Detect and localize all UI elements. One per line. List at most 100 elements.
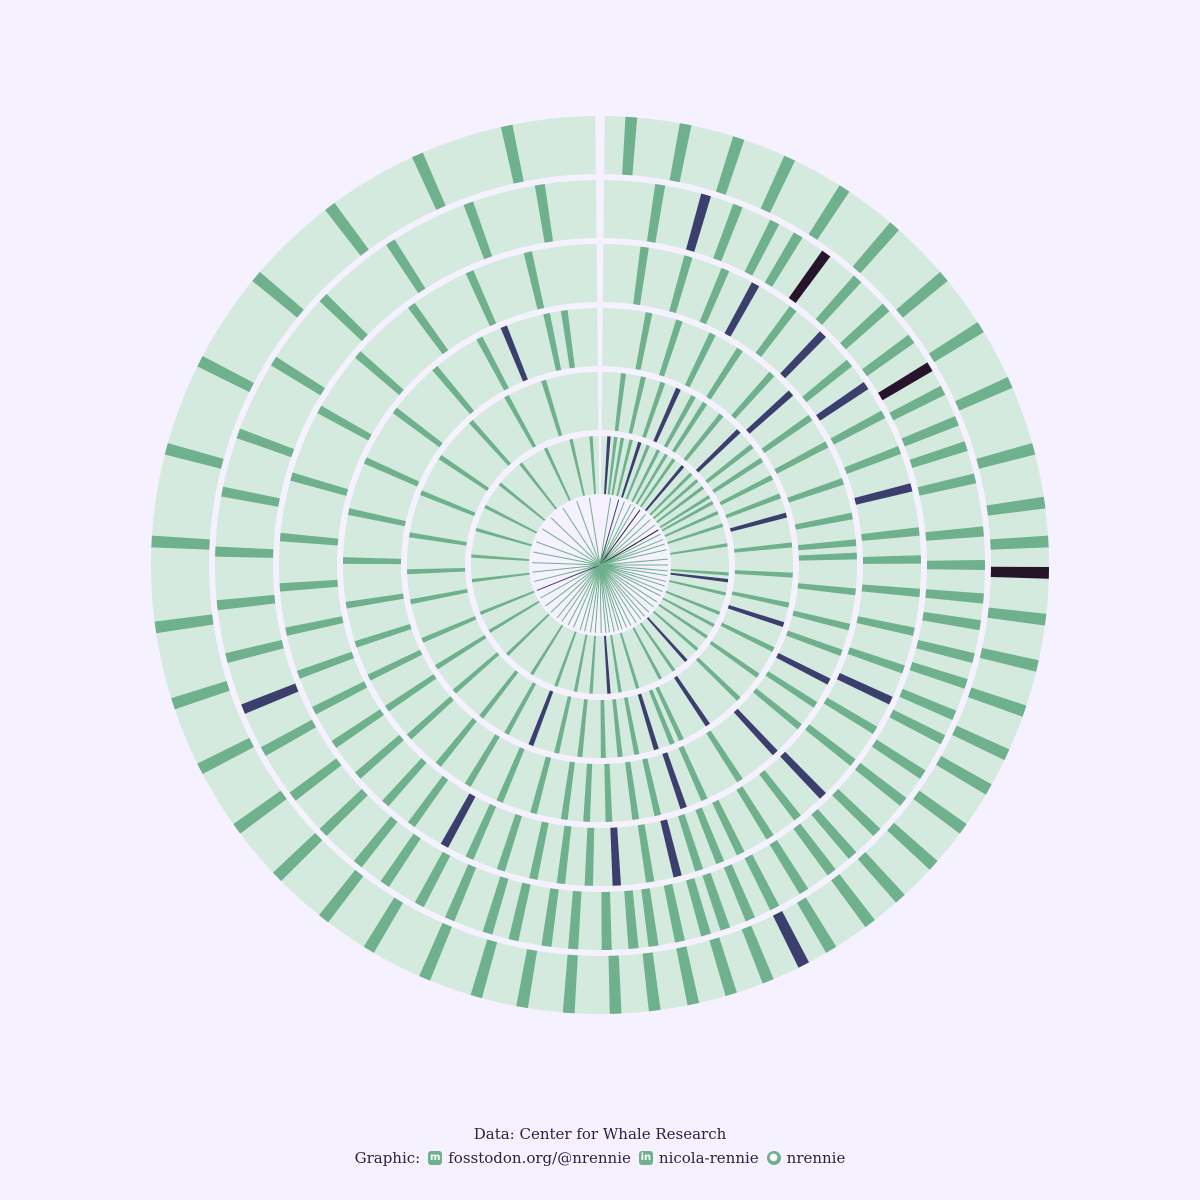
spoke (599, 506, 636, 566)
stripe (519, 462, 558, 510)
stripe (793, 823, 836, 876)
stripe (670, 569, 729, 576)
mastodon-handle[interactable]: fosstodon.org/@nrennie (448, 1149, 631, 1167)
stripe (639, 622, 676, 672)
stripe (498, 482, 546, 522)
stripe (412, 152, 446, 210)
stripe (667, 523, 724, 544)
spoke (599, 558, 668, 566)
stripe (479, 670, 519, 719)
stripe (543, 447, 571, 502)
stripe (725, 493, 782, 519)
spoke (590, 564, 601, 633)
stripe (407, 775, 449, 828)
stripe (646, 617, 688, 662)
spoke (599, 564, 663, 593)
stripe (289, 758, 342, 801)
stripe (410, 589, 468, 605)
stripe (331, 709, 384, 748)
ring-5 (214, 180, 985, 951)
stripe (677, 814, 704, 872)
spoke (599, 564, 658, 603)
stripe (798, 552, 857, 561)
stripe (752, 688, 802, 730)
stripe (788, 250, 831, 303)
spoke (576, 500, 601, 566)
stripe (674, 675, 711, 727)
stripe (482, 876, 509, 935)
stripe (672, 401, 708, 453)
stripe (607, 436, 618, 495)
stripe (805, 724, 856, 766)
stripe (504, 682, 537, 736)
stripe (731, 591, 790, 608)
stripe (164, 443, 224, 469)
stripe (385, 674, 437, 712)
stripe (562, 954, 578, 1014)
stripe (642, 758, 662, 817)
spoke (599, 564, 615, 632)
github-icon: ● (766, 1151, 781, 1165)
stripe (154, 614, 214, 634)
spoke (533, 564, 601, 582)
spoke (599, 533, 661, 566)
spoke (599, 499, 620, 566)
linkedin-handle[interactable]: nicola-rennie (658, 1149, 759, 1167)
stripe (727, 605, 785, 628)
stripe (496, 814, 523, 872)
stripe (676, 946, 700, 1006)
github-handle[interactable]: nrennie (786, 1149, 846, 1167)
stripe (470, 939, 498, 999)
stripe (759, 770, 801, 821)
stripe (699, 267, 730, 325)
ring-2 (406, 372, 793, 758)
stripe (583, 763, 593, 822)
stripe (712, 457, 764, 493)
stripe (463, 201, 493, 260)
stripe (665, 590, 721, 615)
stripe (560, 761, 575, 820)
stripe (925, 589, 984, 604)
stripe (899, 688, 957, 721)
stripe (686, 193, 711, 252)
stripe (367, 649, 423, 681)
stripe (852, 222, 899, 274)
stripe (862, 555, 921, 564)
stripe (670, 572, 729, 583)
caption: Data: Center for Whale Research Graphic:… (0, 1122, 1200, 1170)
stripe (569, 438, 585, 497)
stripe (734, 542, 793, 553)
stripe (909, 441, 968, 469)
spoke (599, 564, 623, 630)
stripe (440, 793, 476, 848)
stripe (836, 673, 893, 705)
stripe (589, 436, 596, 495)
stripe (649, 472, 693, 516)
stripe (746, 390, 794, 434)
stripe (936, 756, 992, 795)
stripe (705, 444, 754, 484)
stripe (468, 419, 511, 466)
stripe (862, 334, 915, 377)
stripe (577, 699, 588, 758)
stripe (438, 454, 490, 491)
stripe (633, 246, 649, 306)
stripe (529, 821, 549, 880)
stripe (528, 690, 554, 747)
stripe (589, 635, 596, 694)
stripe (706, 347, 743, 400)
stripe (715, 136, 745, 195)
stripe (465, 803, 497, 860)
stripe (216, 594, 276, 611)
stripe (325, 202, 369, 256)
spoke (540, 564, 601, 599)
stripe (832, 789, 881, 837)
stripe (345, 593, 404, 609)
center-spokes (532, 497, 668, 633)
stripe (709, 640, 760, 678)
stripe (856, 616, 915, 636)
stripe (723, 864, 756, 922)
stripe (260, 719, 317, 757)
stripe (967, 687, 1027, 717)
stripe (534, 183, 554, 243)
